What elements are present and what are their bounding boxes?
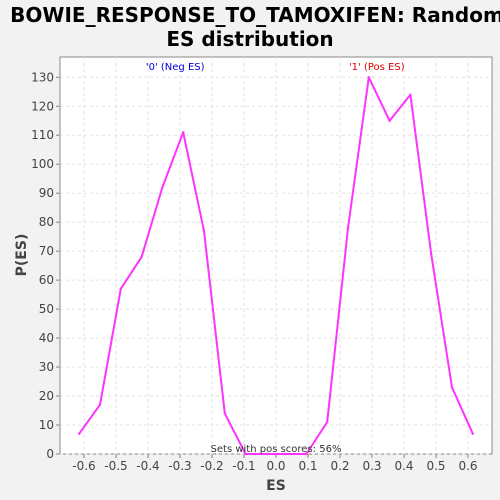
y-tick-label: 60 [39,273,54,287]
x-tick-label: -0.2 [200,459,223,473]
x-tick-label: 0.3 [362,459,381,473]
y-tick-label: 40 [39,331,54,345]
x-tick-label: -0.6 [72,459,95,473]
x-tick-label: -0.4 [136,459,159,473]
x-tick-label: -0.5 [104,459,127,473]
y-tick-label: 130 [31,70,54,84]
x-tick-label: -0.3 [168,459,191,473]
data-point [305,452,308,456]
x-tick-label: 0.6 [458,459,477,473]
data-point [161,186,164,189]
data-point [202,229,206,233]
x-tick-label: 0.4 [394,459,413,473]
y-tick-label: 30 [39,360,54,374]
grid [60,57,492,455]
data-point [98,403,102,406]
data-point [244,452,247,456]
chart-title-line1: BOWIE_RESPONSE_TO_TAMOXIFEN: Random [10,3,500,27]
x-axis-label: ES [266,478,286,494]
x-tick-label: 0.0 [266,459,285,473]
y-axis-label: P(ES) [14,234,30,277]
y-tick-label: 120 [31,99,54,113]
y-tick-label: 80 [39,215,54,229]
data-point [119,287,123,291]
x-tick-label: -0.1 [232,459,255,473]
annotation-label: '1' (Pos ES) [349,62,405,73]
x-axis-ticks: -0.6 -0.5 -0.4 -0.3 -0.2 -0.1 0.0 0.1 0.2 0.3 0.4 0… [72,454,478,473]
data-point [346,226,350,230]
y-tick-label: 90 [39,186,54,200]
annotations: '0' (Neg ES) '1' (Pos ES) [146,62,405,73]
y-tick-label: 10 [39,418,54,432]
y-tick-label: 50 [39,302,54,316]
y-axis-ticks: 0 10 20 30 40 50 60 70 80 90 100 110 120 130 [31,70,60,461]
data-point [430,252,433,256]
data-point [450,386,454,389]
data-point [140,255,143,259]
chart-title-line2: ES distribution [166,27,333,51]
series-group [78,76,474,456]
series-line [78,76,474,455]
y-tick-label: 100 [31,157,54,171]
data-point [182,131,185,134]
data-point [326,420,329,424]
data-point [284,452,287,456]
x-tick-label: 0.5 [426,459,445,473]
x-tick-label: 0.1 [298,459,317,473]
y-tick-label: 20 [39,389,54,403]
data-point [409,93,412,96]
y-tick-label: 110 [31,128,54,142]
annotation-label: '0' (Neg ES) [146,62,205,73]
data-point [471,432,474,435]
data-point [367,76,370,79]
y-tick-label: 70 [39,244,54,258]
x-tick-label: 0.2 [330,459,349,473]
data-point [388,119,391,122]
y-tick-label: 0 [46,447,54,461]
data-point [223,412,226,415]
footnote: Sets with pos scores: 56% [211,444,342,455]
data-point [78,432,81,435]
data-point [265,452,268,456]
